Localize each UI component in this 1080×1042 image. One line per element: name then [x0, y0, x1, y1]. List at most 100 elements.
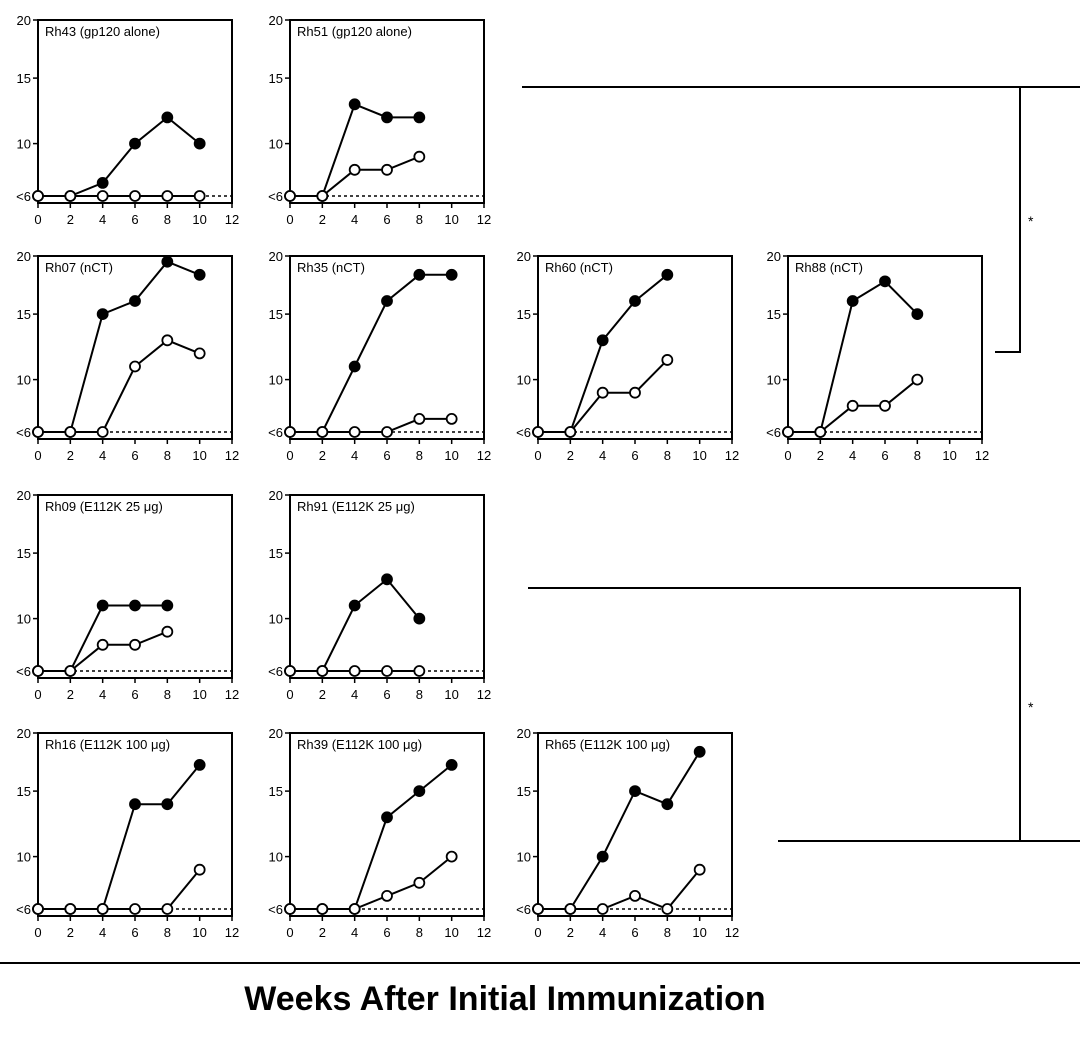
x-tick-label: 10 [444, 925, 458, 940]
data-point-open [316, 190, 329, 202]
y-tick-label: 15 [269, 307, 283, 322]
x-tick-label: 2 [67, 212, 74, 227]
x-tick-label: 12 [477, 448, 491, 463]
data-point-open [348, 903, 361, 915]
x-tick-label: 2 [67, 448, 74, 463]
data-point-filled [413, 612, 426, 625]
y-tick-label: 15 [517, 307, 531, 322]
y-tick-label: 20 [517, 726, 531, 741]
plot-frame [289, 494, 485, 679]
y-tick-label: 15 [269, 71, 283, 86]
y-tick-label: 10 [767, 373, 781, 388]
x-tick-label: 8 [164, 448, 171, 463]
x-tick-label: 2 [567, 448, 574, 463]
panel-title: Rh16 (E112K 100 μg) [45, 737, 170, 752]
x-tick-label: 6 [383, 687, 390, 702]
y-tick-label: 10 [17, 373, 31, 388]
chart-panel-10: Rh65 (E112K 100 μg) 0 2 4 6 8 10 12 <6 10 15 20 [516, 726, 739, 940]
x-tick-label: 10 [192, 212, 206, 227]
data-point-open [879, 399, 891, 412]
series-line-filled [290, 102, 420, 197]
x-tick-label: 0 [34, 448, 41, 463]
x-tick-label: 2 [817, 448, 824, 463]
y-tick-label: 15 [517, 784, 531, 799]
series-line-open [38, 869, 201, 910]
data-point-filled [193, 268, 206, 281]
data-point-open [96, 190, 109, 202]
y-tick-label: <6 [16, 425, 31, 440]
x-tick-label: 0 [534, 925, 541, 940]
data-point-filled [596, 850, 609, 863]
data-point-filled [348, 98, 361, 111]
x-tick-label: 10 [444, 687, 458, 702]
y-tick-label: <6 [516, 425, 531, 440]
y-tick-label: 10 [269, 373, 283, 388]
y-tick-label: 15 [269, 784, 283, 799]
x-tick-label: 4 [99, 448, 106, 463]
data-point-open [193, 190, 206, 202]
y-tick-label: 20 [269, 488, 283, 503]
data-point-open [64, 903, 77, 915]
data-point-filled [161, 111, 174, 124]
chart-panel-1: Rh51 (gp120 alone) 0 2 4 6 8 10 12 <6 10 15 20 [268, 13, 491, 227]
data-point-filled [413, 785, 426, 797]
data-point-open [193, 863, 206, 876]
y-tick-label: <6 [268, 902, 283, 917]
data-point-filled [129, 295, 141, 307]
data-point-open [381, 426, 393, 438]
x-tick-label: 4 [599, 448, 606, 463]
data-point-open [96, 903, 109, 915]
data-point-open [32, 903, 44, 915]
x-tick-label: 8 [914, 448, 921, 463]
data-point-filled [911, 308, 924, 321]
y-tick-label: 20 [17, 726, 31, 741]
x-tick-label: 6 [631, 448, 638, 463]
x-tick-label: 2 [67, 925, 74, 940]
x-tick-label: 4 [599, 925, 606, 940]
series-line-filled [538, 274, 668, 433]
data-point-open [161, 190, 174, 202]
x-tick-label: 2 [567, 925, 574, 940]
x-tick-label: 10 [192, 925, 206, 940]
data-point-filled [193, 137, 206, 150]
y-tick-label: 15 [17, 784, 31, 799]
data-point-filled [161, 255, 174, 268]
panel-title: Rh09 (E112K 25 μg) [45, 499, 163, 514]
x-tick-label: 0 [534, 448, 541, 463]
data-point-filled [129, 137, 141, 150]
x-tick-label: 0 [286, 448, 293, 463]
y-tick-label: <6 [268, 425, 283, 440]
chart-panel-8: Rh16 (E112K 100 μg) 0 2 4 6 8 10 12 <6 10 15 20 [16, 726, 239, 940]
data-point-open [814, 426, 827, 438]
y-tick-label: 15 [17, 307, 31, 322]
x-tick-label: 12 [225, 212, 239, 227]
chart-panel-5: Rh88 (nCT) 0 2 4 6 8 10 12 <6 10 15 20 [766, 249, 989, 463]
series-line-filled [290, 577, 421, 672]
x-tick-label: 0 [784, 448, 791, 463]
chart-panel-7: Rh91 (E112K 25 μg) 0 2 4 6 8 10 12 <6 10 15 20 [268, 488, 491, 702]
data-point-open [129, 903, 141, 915]
data-point-open [96, 638, 109, 651]
series-line-filled [290, 273, 452, 433]
x-tick-label: 4 [99, 925, 106, 940]
data-point-open [381, 890, 393, 902]
x-tick-label: 8 [416, 925, 423, 940]
series-line-filled [538, 751, 701, 910]
y-tick-label: 10 [269, 850, 283, 865]
data-point-open [284, 190, 296, 202]
y-tick-label: 20 [269, 249, 283, 264]
data-point-open [911, 373, 924, 386]
x-tick-label: 10 [444, 448, 458, 463]
y-tick-label: 15 [269, 546, 283, 561]
x-tick-label: 12 [975, 448, 989, 463]
x-tick-label: 8 [416, 448, 423, 463]
x-tick-label: 8 [664, 448, 671, 463]
panel-title: Rh88 (nCT) [795, 260, 863, 275]
x-tick-label: 8 [416, 212, 423, 227]
x-tick-label: 4 [351, 925, 358, 940]
data-point-open [846, 399, 859, 412]
panel-title: Rh43 (gp120 alone) [45, 24, 160, 39]
series-line-filled [38, 116, 201, 197]
y-tick-label: 10 [517, 850, 531, 865]
